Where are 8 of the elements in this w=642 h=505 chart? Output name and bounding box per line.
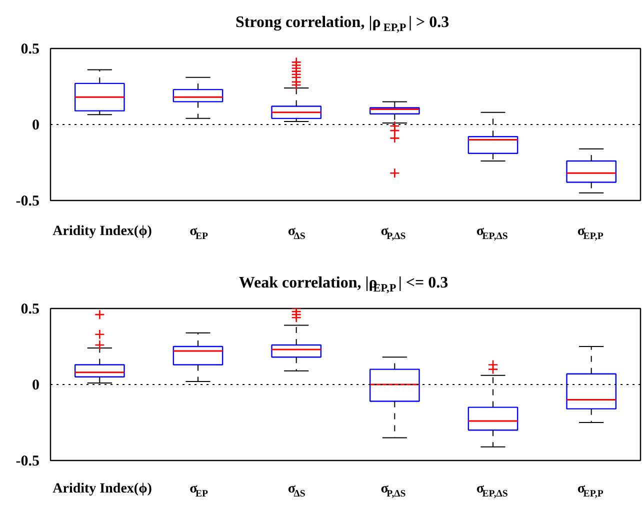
x-tick-label: Aridity Index(ϕ)	[52, 224, 152, 240]
y-tick-label: 0.5	[20, 42, 40, 58]
y-tick-label: -0.5	[16, 194, 40, 210]
x-tick-label: Aridity Index(ϕ)	[52, 481, 152, 496]
y-tick-label: -0.5	[16, 454, 40, 470]
y-tick-label: 0.5	[20, 302, 40, 318]
y-tick-label: 0	[32, 118, 40, 134]
y-tick-label: 0	[32, 378, 40, 394]
